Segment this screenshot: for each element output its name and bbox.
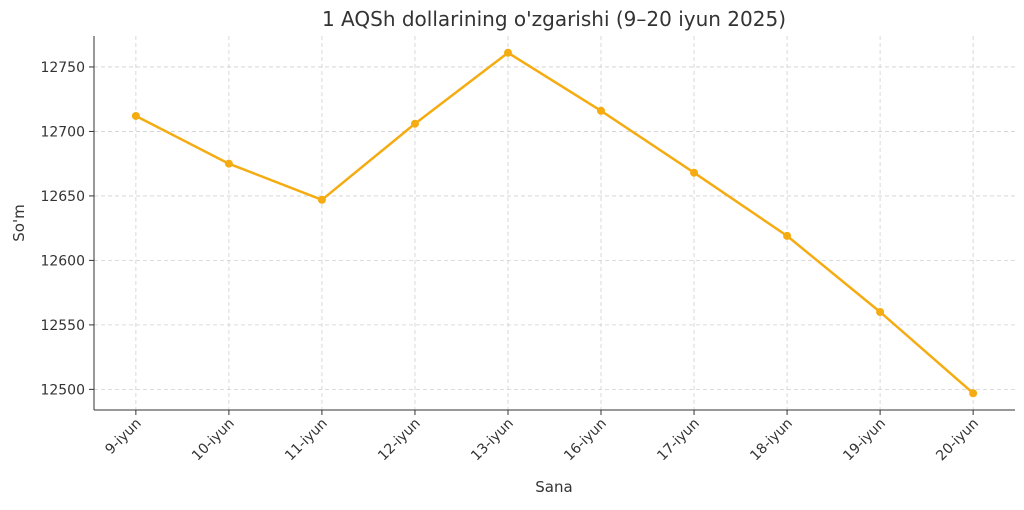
x-tick-label: 12-iyun xyxy=(375,416,424,465)
point xyxy=(690,168,699,177)
x-tick-label: 10-iyun xyxy=(189,416,238,465)
chart-title: 1 AQSh dollarining o'zgarishi (9–20 iyun… xyxy=(322,7,786,31)
y-tick-label: 12700 xyxy=(40,124,85,140)
x-tick-label: 11-iyun xyxy=(282,416,331,465)
point xyxy=(783,231,792,240)
point xyxy=(969,389,978,398)
x-tick-label: 13-iyun xyxy=(468,416,517,465)
x-tick-label: 9-iyun xyxy=(102,416,144,458)
x-tick-label: 20-iyun xyxy=(933,416,982,465)
point xyxy=(876,307,885,316)
point xyxy=(224,159,233,168)
point xyxy=(317,195,326,204)
y-tick-label: 12500 xyxy=(40,382,85,398)
point xyxy=(410,119,419,128)
y-axis-label: So'm xyxy=(10,204,28,241)
y-tick-label: 12650 xyxy=(40,189,85,205)
line xyxy=(135,51,974,395)
x-tick-label: 17-iyun xyxy=(654,416,703,465)
x-tick-label: 19-iyun xyxy=(840,416,889,465)
x-tick-label: 18-iyun xyxy=(747,416,796,465)
y-tick-label: 12600 xyxy=(40,253,85,269)
y-tick-label: 12750 xyxy=(40,60,85,76)
x-tick-label: 16-iyun xyxy=(561,416,610,465)
point xyxy=(597,106,606,115)
point xyxy=(503,48,512,57)
x-axis-label: Sana xyxy=(535,478,572,496)
point xyxy=(131,111,140,120)
y-tick-label: 12550 xyxy=(40,318,85,334)
